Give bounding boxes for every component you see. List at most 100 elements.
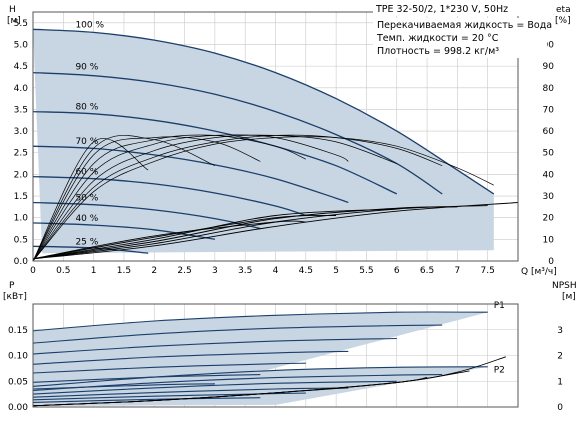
tick-labels: 0 0.5 1 1.5 2 2.5 3 3.5 4 4.5 5 5.5 6 6.5 7 7.5 0.0 0.5 1.…: [8, 19, 563, 413]
p2-label: P2: [494, 365, 505, 375]
eta-tick-label: 0: [548, 257, 554, 267]
eta-tick-label: 30: [543, 192, 555, 202]
p-axis-unit: [кВт]: [3, 292, 27, 302]
h-lower-curve: [32, 220, 306, 260]
eta-curve: [32, 134, 443, 262]
p1-curve: [32, 383, 215, 390]
h-axis-unit: [м]: [7, 16, 21, 26]
eta-curve: [32, 138, 149, 262]
q-tick-label: 7: [455, 266, 461, 276]
npsh-tick-label: 0: [557, 403, 563, 413]
title-box: [373, 2, 547, 16]
speed-label: 50 %: [75, 194, 98, 204]
eta-curve: [32, 135, 216, 262]
q-tick-label: 6: [394, 266, 400, 276]
info-density: Плотность = 998.2 кг/м³: [377, 46, 499, 57]
eta-tick-label: 10: [543, 235, 555, 245]
eta-tick-label: 70: [543, 105, 555, 115]
q-tick-label: 3: [212, 266, 218, 276]
h-tick-label: 2.0: [14, 170, 29, 180]
eta-curve: [32, 134, 349, 262]
p1-label: P1: [494, 301, 505, 311]
eta-axis-unit: [%]: [555, 16, 571, 26]
h-tick-label: 5.0: [14, 40, 29, 50]
chart-title: TPE 32-50/2, 1*230 V, 50Hz: [375, 4, 508, 15]
speed-label: 80 %: [75, 103, 98, 113]
p2-curve: [32, 387, 349, 398]
eta-tick-label: 50: [543, 149, 555, 159]
eta-tick-label: 80: [543, 84, 555, 94]
h-tick-label: 2.5: [14, 149, 28, 159]
h-tick-label: 3.0: [14, 127, 29, 137]
h-curve: [32, 28, 495, 195]
eta-tick-label: 90: [543, 62, 555, 72]
q-tick-label: 0.5: [56, 266, 70, 276]
p2-curve: [32, 366, 488, 387]
npsh-tick-label: 2: [557, 352, 563, 362]
h-tick-label: 5.5: [14, 19, 28, 29]
speed-label: 25 %: [75, 237, 98, 247]
q-tick-label: 5.5: [359, 266, 373, 276]
h-curve: [32, 110, 398, 195]
eta-tick-label: 40: [543, 170, 555, 180]
info-temperature: Темп. жидкости = 20 °C: [376, 33, 499, 44]
q-tick-label: 2.5: [177, 266, 191, 276]
h-curve: [32, 71, 443, 195]
speed-label: 100 %: [75, 20, 104, 30]
q-tick-label: 3.5: [238, 266, 252, 276]
q-tick-label: 6.5: [420, 266, 434, 276]
q-tick-label: 0: [30, 266, 36, 276]
h-lower-curve: [32, 202, 519, 260]
q-tick-label: 5: [333, 266, 339, 276]
h-tick-label: 1.0: [14, 214, 29, 224]
npsh-axis-unit: [м]: [562, 292, 576, 302]
p2-curve: [32, 374, 443, 392]
speed-label: 40 %: [75, 214, 98, 224]
p2-curve: [32, 397, 261, 403]
p2-curve: [32, 392, 306, 401]
p1-curve: [32, 350, 349, 365]
h-tick-label: 0.5: [14, 235, 28, 245]
h-axis-label: H: [9, 5, 16, 15]
q-tick-label: 4.5: [299, 266, 313, 276]
eta-axis-label: eta: [556, 5, 571, 15]
npsh-axis-label: NPSH: [552, 281, 577, 291]
curves: [32, 28, 519, 407]
info-liquid: Перекачиваемая жидкость = Вода: [377, 20, 552, 31]
npsh-tick-label: 3: [557, 326, 563, 336]
q-tick-label: 1.5: [117, 266, 131, 276]
p1-curve: [32, 337, 397, 355]
p-axis-label: P: [9, 281, 15, 291]
h-tick-label: 0.0: [14, 257, 29, 267]
q-tick-label: 2: [151, 266, 157, 276]
h-tick-label: 1.5: [14, 192, 28, 202]
q-tick-label: 4: [273, 266, 279, 276]
q-tick-label: 1: [91, 266, 97, 276]
p1-curve: [32, 311, 488, 332]
q-tick-label: 7.5: [481, 266, 495, 276]
info-box: [373, 18, 547, 58]
p1-band: [33, 311, 488, 389]
eta-tick-label: 60: [543, 127, 555, 137]
h-lower-curve: [32, 206, 458, 260]
q-axis-label: Q [м³/ч]: [521, 267, 557, 277]
h-tick-label: 4.0: [14, 84, 29, 94]
p-tick-label: 0.00: [8, 403, 28, 413]
speed-label: 90 %: [75, 62, 98, 72]
top-plot-frame: [32, 11, 519, 262]
p-tick-label: 0.05: [8, 377, 28, 387]
speed-label: 70 %: [75, 137, 98, 147]
p1-curve: [32, 362, 306, 374]
npsh-tick-label: 1: [557, 377, 563, 387]
p2-curve: [32, 380, 397, 395]
eta-curve: [32, 134, 397, 262]
p-tick-label: 0.10: [8, 352, 28, 362]
h-operating-band: [33, 29, 494, 254]
p1-curve: [32, 324, 443, 344]
npsh-curve: [32, 387, 349, 407]
eta-tick-label: 20: [543, 214, 555, 224]
p-tick-label: 0.15: [8, 326, 28, 336]
h-tick-label: 4.5: [14, 62, 28, 72]
h-tick-label: 3.5: [14, 105, 28, 115]
